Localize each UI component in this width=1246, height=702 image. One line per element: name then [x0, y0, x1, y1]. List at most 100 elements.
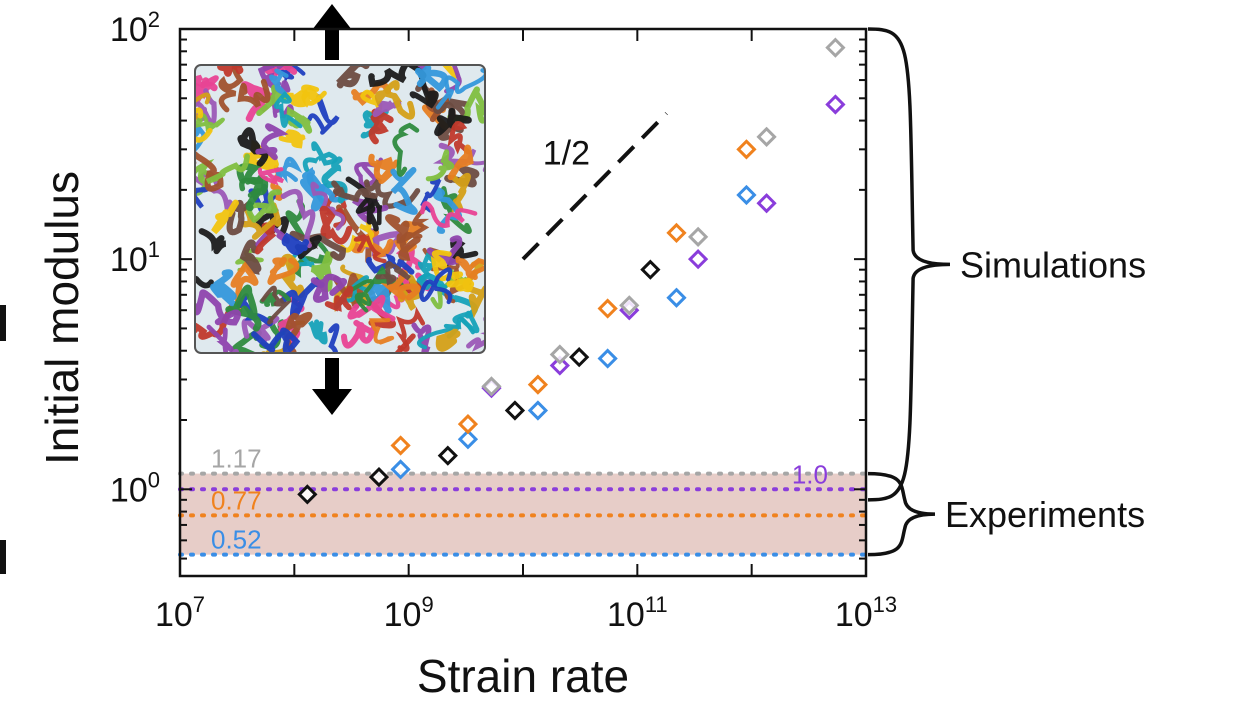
polymer-strand	[417, 252, 448, 290]
polymer-strand	[450, 172, 471, 216]
polymer-strand	[257, 167, 285, 186]
polymer-snapshot-image	[195, 65, 485, 353]
x-axis-title: Strain rate	[417, 650, 629, 702]
axis-tick-labels: 107 109 1011 1013 100 101 102	[110, 7, 897, 634]
data-point	[527, 374, 549, 395]
reference-line-label: 1.17	[211, 444, 262, 474]
polymer-strand	[335, 65, 370, 89]
slope-guide-line	[521, 111, 668, 261]
data-point	[390, 459, 411, 480]
polymer-strand	[366, 284, 392, 314]
data-point	[297, 484, 318, 505]
polymer-strand	[391, 333, 417, 353]
polymer-strand	[324, 285, 354, 312]
axis-ticks	[179, 28, 867, 576]
brace	[867, 471, 936, 557]
data-point	[666, 222, 687, 244]
reference-line-label: 1.0	[792, 459, 828, 489]
polymer-strand	[447, 144, 474, 181]
polymer-strand	[430, 249, 464, 281]
polymer-strand	[434, 107, 472, 137]
data-point	[756, 126, 777, 147]
simulation-snapshot-inset	[194, 4, 486, 415]
polymer-strand	[416, 316, 475, 350]
polymer-strand	[275, 156, 303, 184]
reference-line-label: 0.77	[211, 485, 262, 515]
data-point	[687, 249, 709, 270]
polymer-strand	[439, 186, 472, 235]
polymer-strand	[321, 156, 348, 204]
polymer-strand	[414, 65, 449, 93]
polymer-strand	[420, 201, 478, 228]
bracket-annotations: Simulations Experiments	[867, 27, 1146, 557]
polymer-strand	[466, 314, 485, 352]
data-point	[825, 94, 846, 115]
polymer-strand	[395, 306, 426, 352]
polymer-strand	[256, 84, 288, 116]
y-tick-label: 101	[110, 237, 160, 279]
data-point	[527, 400, 549, 421]
polymer-strand	[273, 91, 303, 129]
polymer-strand	[420, 177, 442, 213]
polymer-strand	[218, 65, 244, 113]
polymer-strand	[380, 270, 421, 301]
data-point	[619, 295, 640, 316]
brace-label: Experiments	[945, 494, 1145, 535]
y-tick-label: 100	[110, 467, 160, 509]
polymer-strand	[195, 77, 218, 117]
polymer-strand	[254, 222, 277, 255]
data-point	[457, 413, 479, 435]
polymer-strand	[398, 206, 430, 244]
polymer-strand	[195, 259, 214, 289]
polymer-strand	[278, 129, 307, 149]
data-point	[640, 259, 661, 280]
slope-guide-label: 1/2	[543, 134, 590, 172]
polymer-strand	[195, 123, 207, 154]
data-point	[481, 376, 502, 397]
polymer-strand	[331, 180, 378, 203]
polymer-strand	[368, 65, 409, 88]
brace	[867, 27, 951, 502]
polymer-strand	[318, 323, 344, 353]
polymer-strand	[217, 65, 245, 77]
data-markers	[297, 37, 846, 505]
down-arrow-icon	[312, 358, 352, 415]
polymer-strand	[205, 153, 250, 185]
polymer-strand	[375, 261, 411, 286]
polymer-strand	[368, 153, 400, 184]
data-point	[457, 429, 479, 450]
y-axis-title: Initial modulus	[36, 171, 88, 465]
polymer-strand	[269, 68, 289, 96]
polymer-strand	[446, 277, 475, 293]
polymer-strand	[353, 234, 387, 264]
polymer-strand	[237, 78, 271, 108]
polymer-strand	[369, 317, 395, 345]
reference-line-label: 0.52	[211, 525, 262, 555]
polymer-strand	[260, 285, 293, 325]
polymer-strand	[365, 253, 415, 275]
data-point	[390, 435, 411, 456]
polymer-strand	[195, 107, 213, 143]
polymer-strand	[301, 84, 327, 108]
polymer-strand	[347, 294, 396, 322]
polymer-strand	[435, 68, 485, 110]
left-edge-mark	[0, 540, 6, 574]
data-point	[504, 400, 526, 421]
polymer-strand	[346, 278, 375, 313]
up-arrow-icon	[312, 4, 352, 60]
polymer-strand	[392, 122, 420, 177]
polymer-strand	[198, 228, 227, 255]
polymer-strand	[435, 325, 461, 352]
data-point	[736, 139, 757, 160]
polymer-strand	[240, 202, 282, 240]
polymer-strand	[302, 141, 338, 172]
polymer-strand	[255, 123, 289, 161]
polymer-strand	[390, 167, 418, 215]
x-tick-label: 1011	[607, 592, 668, 634]
data-point	[756, 193, 777, 214]
polymer-strand	[447, 121, 471, 155]
polymer-strand	[280, 188, 316, 249]
x-tick-label: 109	[384, 592, 434, 634]
data-point	[549, 344, 570, 365]
brace-label: Simulations	[960, 244, 1146, 285]
